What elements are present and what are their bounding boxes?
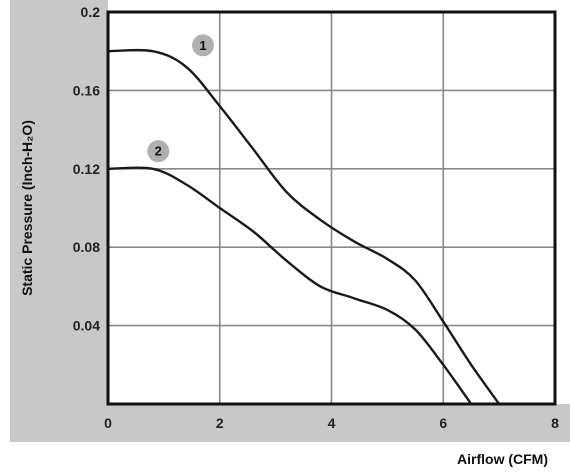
x-tick-label: 2 [216,415,224,431]
curve-1 [107,48,501,405]
curve-labels: 12 [147,34,214,163]
curve-badge-1 [191,34,214,57]
x-tick-labels: 0 2 4 6 8 [104,415,559,431]
plot-frame [106,10,557,406]
x-tick-label: 4 [328,415,336,431]
y-tick-labels: 0.04 0.08 0.12 0.16 0.2 [73,4,100,334]
curve-badge-label-1: 1 [199,38,206,53]
curve-badge-2 [147,140,170,163]
curve-badge-label-2: 2 [155,144,162,159]
y-tick-label: 0.12 [73,161,100,177]
y-tick-label: 0.04 [73,318,100,334]
x-axis-label: Airflow (CFM) [457,451,548,467]
y-tick-label: 0.16 [73,82,100,98]
curves [107,48,501,405]
curve-2 [107,166,473,405]
x-tick-label: 8 [551,415,559,431]
y-axis-label: Static Pressure (Inch-H₂O) [19,120,35,296]
grid-lines [108,12,555,404]
y-tick-label: 0.2 [81,4,101,20]
axis-panel-bottom [10,404,570,442]
axis-panel-left [10,0,108,442]
x-tick-label: 0 [104,415,112,431]
x-tick-label: 6 [439,415,447,431]
y-tick-label: 0.08 [73,239,100,255]
